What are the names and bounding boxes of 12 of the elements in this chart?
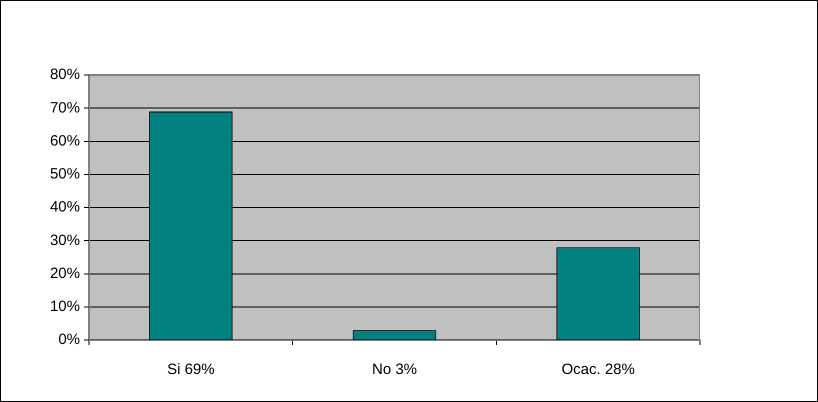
y-tick-label: 60%	[50, 132, 80, 150]
y-tick-label: 70%	[50, 99, 80, 116]
y-tick-label: 80%	[50, 66, 80, 84]
x-tick-label: Si 69%	[167, 361, 215, 378]
x-tick-label: Ocac. 28%	[561, 361, 635, 378]
y-tick-label: 0%	[58, 331, 80, 348]
y-tick-label: 30%	[50, 232, 80, 249]
x-tick-label: No 3%	[372, 361, 418, 378]
y-tick-label: 20%	[50, 264, 80, 282]
y-tick-label: 50%	[50, 166, 80, 183]
y-tick-label: 40%	[50, 198, 80, 216]
y-tick-label: 10%	[50, 298, 80, 316]
